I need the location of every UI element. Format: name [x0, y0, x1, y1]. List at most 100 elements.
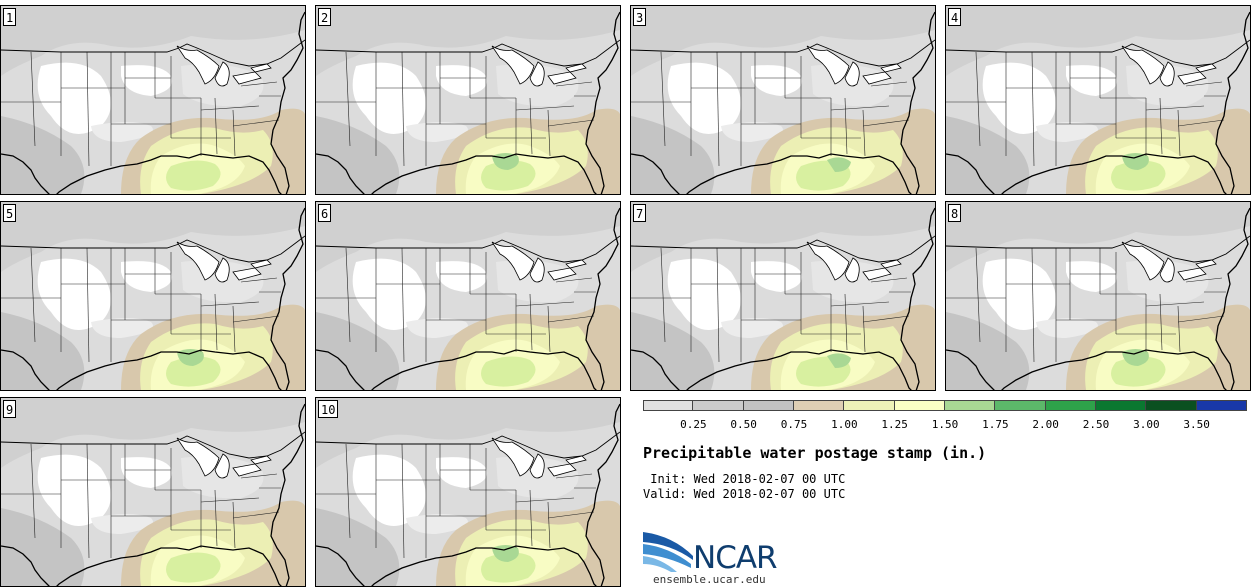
panel-number: 5: [3, 204, 17, 222]
great-lakes: [491, 241, 587, 283]
pw-shade: [721, 122, 783, 142]
pw-shade: [1111, 356, 1166, 387]
precipitable-water-map: [631, 6, 935, 194]
pw-shade: [631, 202, 935, 272]
coastline: [631, 11, 935, 194]
great-lakes: [1121, 241, 1217, 283]
pw-shade: [982, 62, 1056, 134]
pw-shade: [1036, 122, 1098, 142]
great-lakes: [806, 45, 902, 87]
pw-shade: [91, 122, 153, 142]
pw-shade: [1036, 318, 1098, 338]
canada-border: [316, 235, 620, 263]
colorbar-tick-label: 0.75: [780, 418, 808, 431]
panel-number: 2: [318, 8, 332, 26]
pw-shade: [406, 514, 468, 534]
great-lakes: [176, 241, 272, 283]
pw-shade: [481, 552, 536, 583]
pw-shade: [436, 65, 488, 96]
colorbar-swatch: [643, 400, 694, 411]
pw-shade: [166, 356, 221, 387]
colorbar-swatch: [1096, 400, 1147, 411]
canada-border: [316, 39, 620, 67]
colorbar-tick-label: 0.25: [680, 418, 707, 431]
ncar-swoosh-icon: [643, 532, 693, 572]
pw-shade: [1, 312, 85, 390]
map-panel: 10: [315, 397, 621, 587]
precipitable-water-map: [316, 202, 620, 390]
pw-shade: [751, 261, 803, 292]
ncar-logo: NCAR ensemble.ucar.edu: [643, 532, 778, 586]
map-panel: 4: [945, 5, 1251, 195]
colorbar-swatch: [995, 400, 1046, 411]
great-lakes: [1121, 45, 1217, 87]
precipitable-water-map: [1, 6, 305, 194]
colorbar-tick-label: 3.50: [1183, 418, 1210, 431]
pw-shade: [316, 312, 400, 390]
init-time: Init: Wed 2018-02-07 00 UTC: [643, 472, 846, 486]
canada-border: [1, 39, 305, 67]
pw-shade: [631, 312, 715, 390]
pw-shade: [121, 457, 173, 488]
colorbar-tick-label: 3.00: [1133, 418, 1160, 431]
state-borders: [631, 247, 911, 363]
pw-shade: [37, 258, 111, 330]
great-lakes: [491, 45, 587, 87]
pw-shade: [631, 6, 935, 76]
pw-shade: [982, 258, 1056, 330]
colorbar-tick-label: 1.50: [931, 418, 959, 431]
colorbar-swatch: [844, 400, 895, 411]
map-panel: 1: [0, 5, 306, 195]
map-panel: 6: [315, 201, 621, 391]
pw-shade: [751, 65, 803, 96]
coastline: [1, 207, 305, 390]
pw-shade: [1, 116, 85, 194]
state-borders: [1, 443, 281, 559]
panel-number: 3: [633, 8, 647, 26]
pw-shade: [1, 6, 305, 76]
pw-shade: [946, 116, 1030, 194]
pw-shade: [316, 202, 620, 272]
colorbar-tick-label: 2.00: [1032, 418, 1059, 431]
pw-shade: [316, 508, 400, 586]
great-lakes: [806, 241, 902, 283]
state-borders: [316, 51, 596, 167]
pw-shade: [946, 6, 1250, 76]
pw-shade: [352, 62, 426, 134]
panel-number: 10: [318, 400, 339, 418]
colorbar-swatch: [894, 400, 945, 411]
chart-title: Precipitable water postage stamp (in.): [643, 444, 987, 462]
state-borders: [946, 51, 1226, 167]
canada-border: [631, 39, 935, 67]
colorbar-tick-label: 1.75: [982, 418, 1009, 431]
canada-border: [946, 39, 1250, 67]
pw-shade: [481, 356, 536, 387]
pw-shade: [721, 318, 783, 338]
colorbar-swatch: [693, 400, 744, 411]
pw-shade: [352, 258, 426, 330]
pw-shade: [316, 116, 400, 194]
precipitable-water-map: [946, 202, 1250, 390]
map-panel: 7: [630, 201, 936, 391]
map-panel: 5: [0, 201, 306, 391]
panel-number: 8: [948, 204, 962, 222]
pw-shade: [436, 261, 488, 292]
valid-time: Valid: Wed 2018-02-07 00 UTC: [643, 487, 846, 501]
ncar-logo-text: NCAR: [693, 540, 778, 576]
coastline: [316, 11, 620, 194]
coastline: [316, 403, 620, 586]
coastline: [316, 207, 620, 390]
great-lakes: [491, 437, 587, 479]
precipitable-water-map: [1, 202, 305, 390]
pw-shade: [91, 514, 153, 534]
pw-shade: [631, 116, 715, 194]
colorbar-frame: [643, 400, 1247, 411]
pw-shade: [91, 318, 153, 338]
pw-shade: [946, 202, 1250, 272]
coastline: [1, 11, 305, 194]
panel-number: 9: [3, 400, 17, 418]
pw-shade: [481, 160, 536, 191]
pw-shade: [316, 398, 620, 468]
precipitable-water-map: [316, 398, 620, 586]
map-panel: 3: [630, 5, 936, 195]
